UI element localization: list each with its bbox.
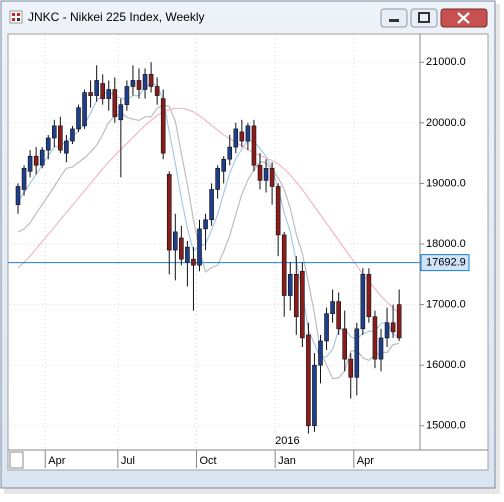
year-label: 2016 (275, 435, 299, 447)
candle-body (239, 131, 245, 142)
candle-body (160, 98, 166, 154)
candle-body (396, 304, 402, 339)
candle-body (269, 167, 275, 187)
candle-body (372, 316, 378, 360)
candle-body (324, 313, 329, 342)
y-tick-label: 18000.0 (426, 238, 466, 250)
ma-line (17, 104, 400, 380)
candle-body (27, 155, 33, 172)
corner-box (9, 451, 24, 469)
candle-body (293, 274, 299, 318)
candle-body (191, 258, 196, 266)
candle-body (300, 270, 305, 339)
candle-body (179, 237, 184, 260)
ma-line (17, 82, 400, 358)
candle-body (45, 137, 51, 151)
candle-body (312, 364, 317, 427)
candle-body (15, 186, 21, 205)
candle-body (233, 128, 239, 148)
close-button[interactable] (440, 8, 488, 28)
candle-body (275, 186, 281, 236)
candle-body (281, 234, 287, 296)
x-tick-label: Oct (200, 455, 217, 467)
candle-body (215, 167, 220, 190)
candle-body (354, 328, 360, 378)
y-tick-label: 16000.0 (426, 359, 466, 371)
candle-body (185, 246, 190, 263)
candle-body (142, 74, 148, 90)
x-tick-label: Jan (278, 455, 296, 467)
candle-body (148, 74, 154, 87)
candle-body (154, 86, 160, 96)
minimize-button[interactable] (380, 8, 408, 28)
y-tick-label: 20000.0 (426, 117, 466, 129)
candle-body (76, 107, 81, 130)
plot: 15000.0 16000.0 17000.0 18000.0 19000.0 20000… (8, 35, 470, 468)
candle-body (209, 189, 214, 221)
candle-body (348, 358, 354, 378)
candle-body (366, 274, 372, 318)
candle-body (100, 83, 105, 99)
candle-body (82, 92, 87, 127)
candle-body (306, 334, 311, 427)
candle-body (33, 155, 39, 166)
candle-body (251, 125, 257, 166)
app-icon (9, 10, 23, 24)
candle-body (130, 80, 136, 87)
candle-body (58, 125, 63, 151)
candle-body (124, 86, 130, 105)
candle-body (221, 158, 226, 172)
candle-body (360, 274, 366, 330)
window-title: JNKC - Nikkei 225 Index, Weekly (28, 10, 205, 24)
candle-body (112, 89, 118, 118)
level-label: 17692.9 (426, 257, 466, 269)
candle-body (166, 174, 172, 251)
candle-body (203, 219, 208, 230)
candle-body (197, 228, 202, 266)
candle-body (245, 125, 251, 142)
candle-body (118, 104, 124, 121)
candle-body (64, 140, 69, 154)
candle-body (70, 128, 75, 142)
maximize-button[interactable] (410, 8, 438, 28)
candle-body (173, 231, 178, 251)
y-tick-label: 17000.0 (426, 299, 466, 311)
candle-body (390, 322, 396, 333)
x-tick-label: Apr (357, 455, 374, 467)
candle-body (94, 80, 99, 96)
candle-body (330, 301, 335, 314)
x-tick-label: Apr (48, 455, 65, 467)
candle-body (384, 322, 390, 339)
candle-body (257, 164, 263, 181)
y-tick-label: 15000.0 (426, 420, 466, 432)
y-tick-label: 21000.0 (426, 56, 466, 68)
candle-body (136, 80, 142, 90)
candle-body (318, 340, 323, 366)
candle-body (263, 167, 269, 181)
ma-line (17, 107, 400, 314)
candle-body (378, 337, 384, 360)
candle-body (39, 149, 45, 166)
candle-body (342, 328, 348, 360)
candle-body (336, 301, 341, 330)
chart-panel (7, 33, 489, 471)
y-tick-label: 19000.0 (426, 177, 466, 189)
candle-body (106, 89, 112, 99)
candle-body (287, 274, 293, 296)
candle-body (88, 92, 93, 96)
candle-body (51, 125, 57, 139)
candle-body (227, 146, 233, 160)
candle-body (21, 167, 27, 190)
x-tick-label: Jul (121, 455, 135, 467)
level-label-box (420, 254, 470, 272)
